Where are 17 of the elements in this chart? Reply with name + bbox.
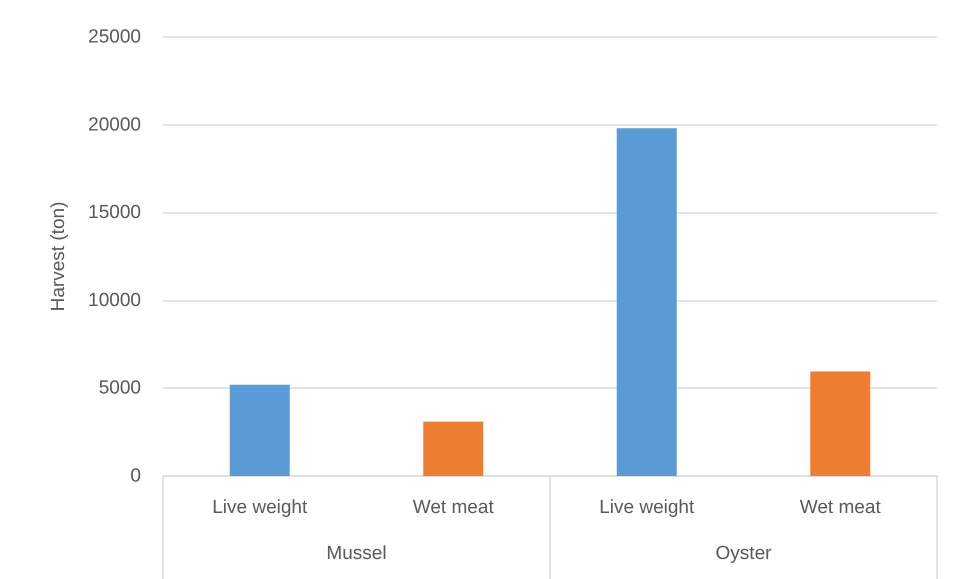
y-tick-label: 15000 (88, 202, 141, 224)
bar (616, 128, 677, 476)
x-tick-label: Mussel (326, 543, 387, 564)
y-tick-label: 5000 (98, 378, 141, 399)
y-tick-label: 20000 (88, 114, 141, 136)
series-label: Wet meat (412, 497, 494, 518)
bar (423, 422, 484, 476)
x-tick-label: Oyster (716, 543, 772, 564)
y-tick-label: 0 (130, 466, 141, 486)
bar (810, 372, 870, 476)
y-tick-label: 25000 (88, 26, 141, 48)
bar (230, 384, 290, 476)
text: Wet meat (800, 497, 881, 518)
y-axis-title: Harvest (ton) (48, 202, 69, 312)
text: Live weight (599, 497, 694, 518)
series-label: Live weight (212, 497, 308, 518)
y-tick-label: 10000 (88, 290, 141, 311)
